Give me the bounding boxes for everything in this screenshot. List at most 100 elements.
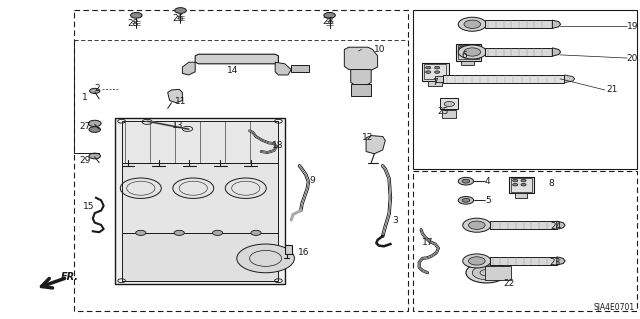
Circle shape — [212, 230, 223, 235]
Bar — [122, 121, 278, 163]
Text: 20: 20 — [627, 54, 638, 63]
Circle shape — [521, 183, 526, 186]
Text: 16: 16 — [298, 248, 309, 256]
Polygon shape — [552, 48, 561, 56]
Polygon shape — [168, 89, 182, 103]
Circle shape — [458, 17, 486, 31]
Text: 26: 26 — [172, 14, 184, 23]
Text: 8: 8 — [549, 179, 554, 188]
Text: SJA4E0701: SJA4E0701 — [594, 303, 635, 312]
Polygon shape — [182, 62, 195, 75]
Text: 18: 18 — [272, 141, 284, 150]
Bar — [485, 20, 552, 28]
Bar — [442, 110, 456, 118]
Bar — [428, 81, 442, 86]
Polygon shape — [195, 54, 278, 64]
Circle shape — [459, 51, 464, 53]
Text: 24: 24 — [550, 222, 561, 231]
Text: FR.: FR. — [61, 272, 79, 282]
Bar — [424, 64, 446, 79]
Bar — [115, 118, 285, 284]
Text: 11: 11 — [175, 97, 186, 106]
Bar — [456, 44, 481, 61]
Circle shape — [90, 88, 100, 93]
Circle shape — [89, 127, 100, 132]
Text: 28: 28 — [322, 17, 333, 26]
Bar — [443, 75, 564, 83]
Text: 19: 19 — [627, 22, 638, 31]
Text: 10: 10 — [374, 45, 386, 54]
Polygon shape — [366, 136, 385, 154]
Circle shape — [435, 71, 440, 73]
Circle shape — [324, 12, 335, 18]
Bar — [291, 65, 309, 72]
Bar — [461, 61, 474, 65]
Text: 13: 13 — [172, 121, 184, 130]
Polygon shape — [275, 62, 291, 75]
Circle shape — [521, 179, 526, 182]
Circle shape — [251, 230, 261, 235]
Bar — [74, 10, 408, 311]
Circle shape — [174, 230, 184, 235]
Text: 21: 21 — [607, 85, 618, 94]
Bar — [490, 221, 557, 229]
Text: 3: 3 — [393, 216, 398, 225]
Polygon shape — [557, 221, 565, 229]
Text: 17: 17 — [422, 238, 433, 247]
Circle shape — [468, 221, 485, 229]
Circle shape — [237, 244, 294, 273]
Circle shape — [89, 153, 100, 159]
Circle shape — [467, 51, 472, 53]
Circle shape — [466, 263, 507, 283]
Circle shape — [463, 254, 491, 268]
Circle shape — [131, 12, 142, 18]
Circle shape — [464, 48, 481, 56]
Text: 7: 7 — [433, 78, 438, 87]
Text: 27: 27 — [79, 122, 91, 130]
Bar — [509, 177, 534, 193]
Bar — [485, 266, 511, 280]
Text: 2: 2 — [95, 84, 100, 93]
Circle shape — [468, 257, 485, 265]
Bar — [285, 245, 292, 254]
Circle shape — [459, 47, 464, 49]
Bar — [435, 76, 443, 82]
Bar — [515, 193, 527, 198]
Text: 1: 1 — [83, 93, 88, 102]
Bar — [122, 163, 278, 233]
Bar — [490, 257, 557, 265]
Polygon shape — [351, 70, 371, 85]
Polygon shape — [552, 20, 561, 28]
Circle shape — [175, 8, 186, 13]
Circle shape — [444, 101, 454, 107]
Circle shape — [458, 177, 474, 185]
Polygon shape — [564, 75, 575, 83]
Text: 29: 29 — [79, 156, 91, 165]
Bar — [422, 63, 449, 81]
Bar — [458, 45, 479, 59]
Circle shape — [136, 230, 146, 235]
Circle shape — [426, 66, 431, 69]
Bar — [351, 84, 371, 96]
Text: 25: 25 — [437, 107, 449, 115]
Polygon shape — [344, 47, 378, 70]
Text: 28: 28 — [127, 19, 139, 28]
Circle shape — [458, 45, 486, 59]
Circle shape — [467, 47, 472, 49]
Text: 22: 22 — [503, 279, 515, 288]
Circle shape — [458, 197, 474, 204]
Polygon shape — [557, 257, 565, 265]
Circle shape — [462, 179, 470, 183]
Circle shape — [513, 179, 518, 182]
Circle shape — [463, 218, 491, 232]
Text: 4: 4 — [485, 177, 490, 186]
Bar — [122, 233, 278, 281]
Text: 6: 6 — [462, 51, 467, 60]
Bar — [511, 178, 532, 192]
Circle shape — [88, 120, 101, 127]
Text: 15: 15 — [83, 202, 94, 211]
Circle shape — [435, 66, 440, 69]
Text: 9: 9 — [310, 176, 315, 185]
Bar — [440, 98, 458, 109]
Circle shape — [472, 266, 500, 280]
